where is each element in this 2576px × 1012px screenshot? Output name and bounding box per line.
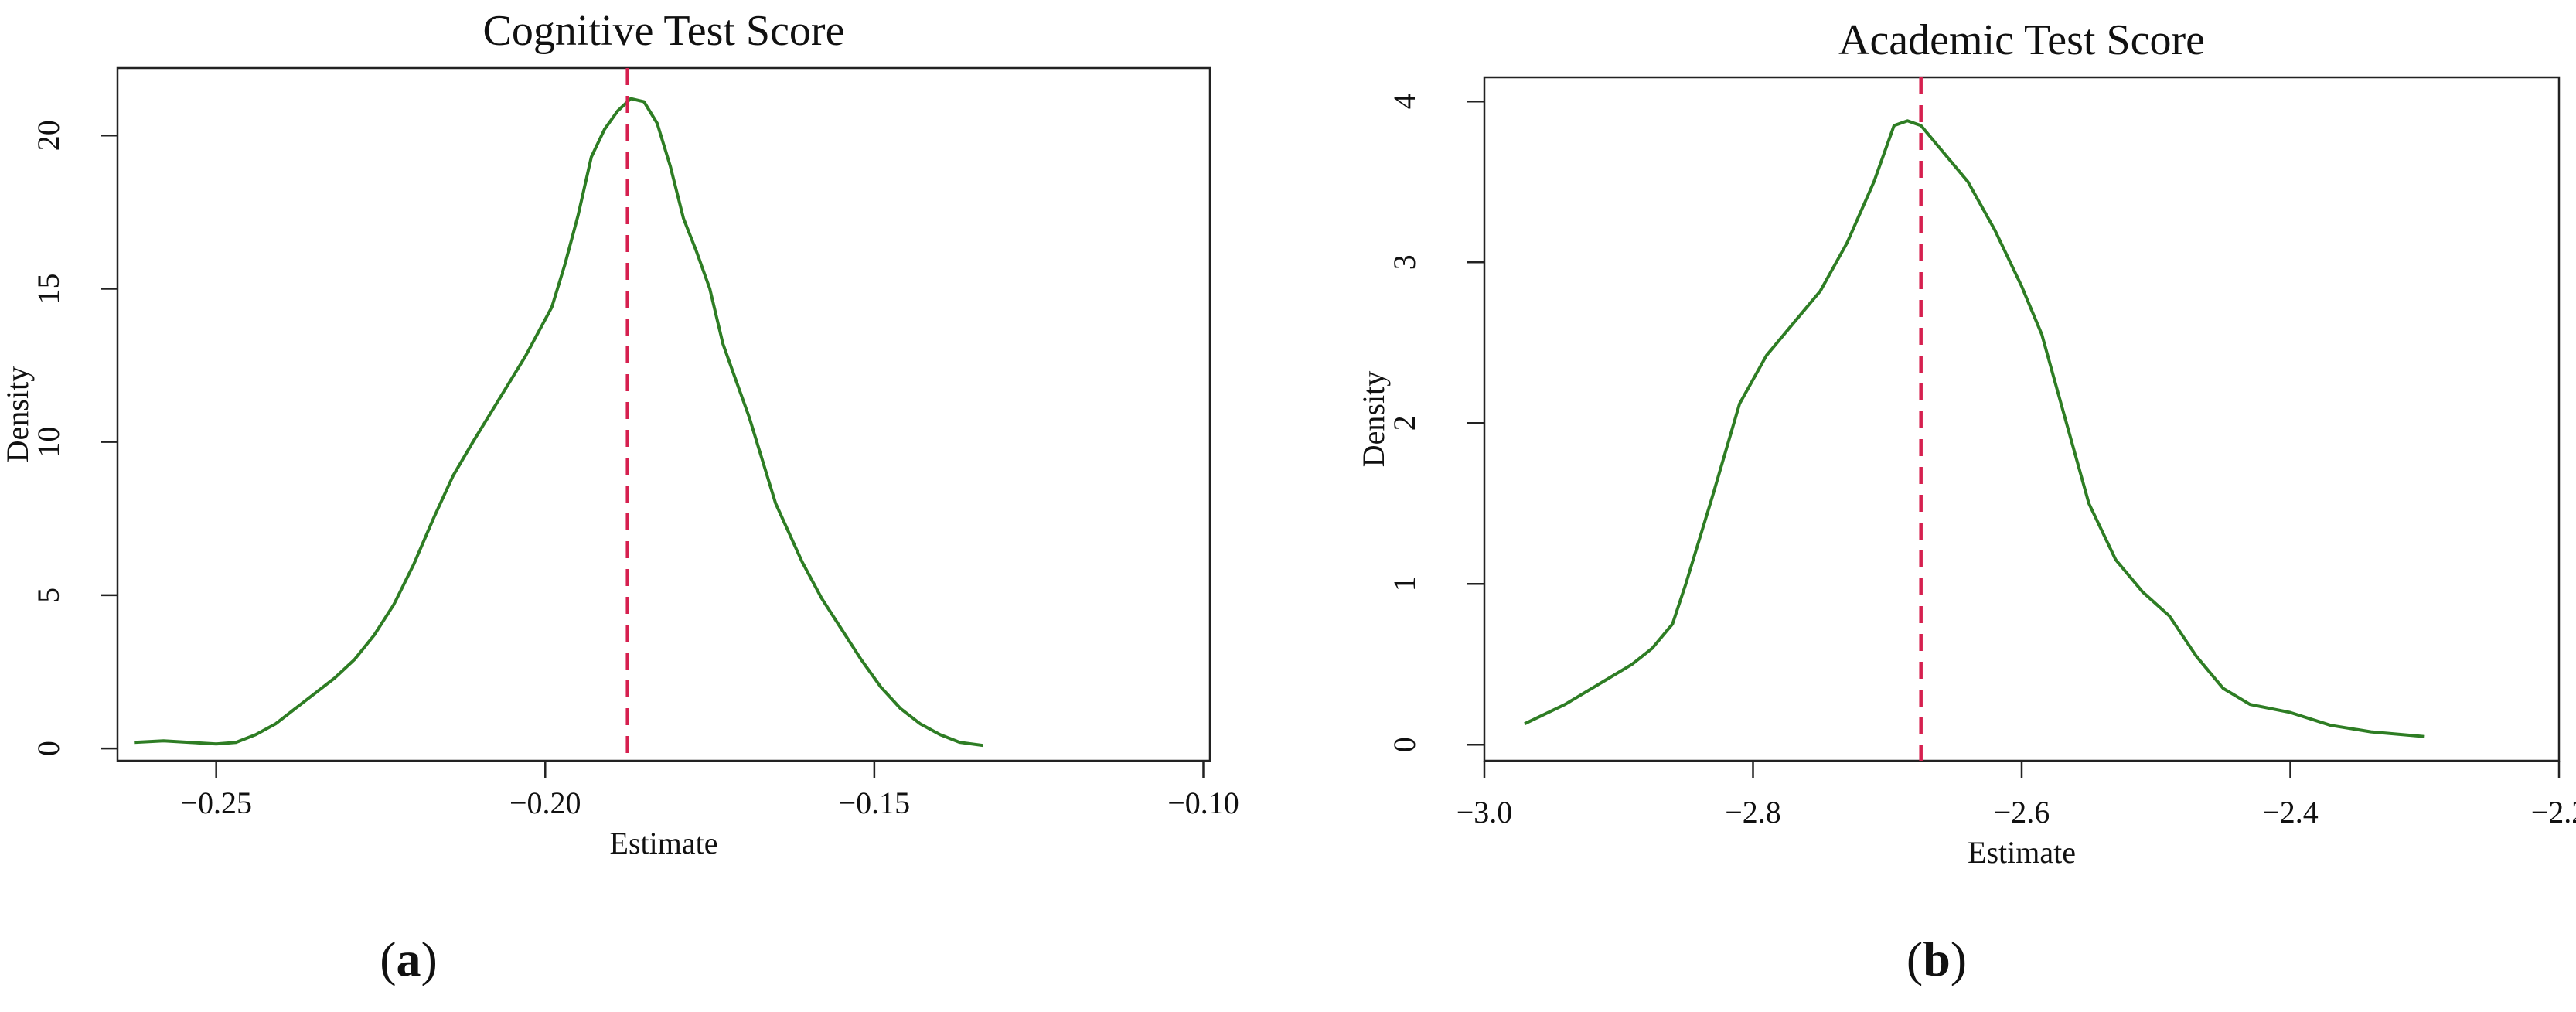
panel-label: (b) — [1906, 932, 1967, 986]
y-tick-label: 4 — [1387, 94, 1422, 109]
y-tick-label: 5 — [31, 588, 66, 603]
chart-panel-a: Cognitive Test Score Estimate Density −0.25… — [0, 7, 1239, 986]
x-tick-label: −0.15 — [839, 785, 911, 820]
y-tick-label: 15 — [31, 273, 66, 304]
chart-panel-b: Academic Test Score Estimate Density −3.0 −2… — [1356, 16, 2576, 986]
density-curve — [1524, 119, 2425, 738]
y-tick-label: 3 — [1387, 254, 1422, 270]
y-tick-label: 20 — [31, 120, 66, 151]
y-tick-label: 10 — [31, 427, 66, 458]
panel-label-letter: a — [397, 932, 421, 986]
plot-frame — [1483, 76, 2561, 762]
panel-label-letter: b — [1923, 932, 1951, 986]
panel-label-open-paren: ( — [1906, 932, 1923, 986]
density-curve — [134, 97, 983, 748]
y-tick-label: 1 — [1387, 576, 1422, 591]
x-tick-label: −2.2 — [2531, 795, 2576, 830]
panel-label: (a) — [380, 932, 438, 986]
y-tick-label: 0 — [31, 741, 66, 756]
chart-title: Academic Test Score — [1838, 16, 2205, 64]
x-tick-label: −2.6 — [1994, 795, 2050, 830]
plot-frame — [116, 66, 1211, 762]
y-axis-label: Density — [1356, 371, 1391, 467]
x-tick-label: −0.25 — [180, 785, 252, 820]
y-tick-label: 2 — [1387, 415, 1422, 431]
x-tick-label: −3.0 — [1457, 795, 1513, 830]
panel-label-close-paren: ) — [421, 932, 438, 986]
chart-title: Cognitive Test Score — [483, 7, 845, 55]
y-tick-label: 0 — [1387, 737, 1422, 752]
x-axis-label: Estimate — [1968, 835, 2076, 870]
x-tick-label: −0.20 — [509, 785, 581, 820]
x-tick-label: −0.10 — [1167, 785, 1239, 820]
y-axis-label: Density — [0, 366, 35, 462]
x-axis-label: Estimate — [610, 826, 718, 860]
panel-label-open-paren: ( — [380, 932, 396, 986]
x-tick-label: −2.4 — [2262, 795, 2319, 830]
panel-label-close-paren: ) — [1951, 932, 1967, 986]
x-tick-label: −2.8 — [1725, 795, 1781, 830]
